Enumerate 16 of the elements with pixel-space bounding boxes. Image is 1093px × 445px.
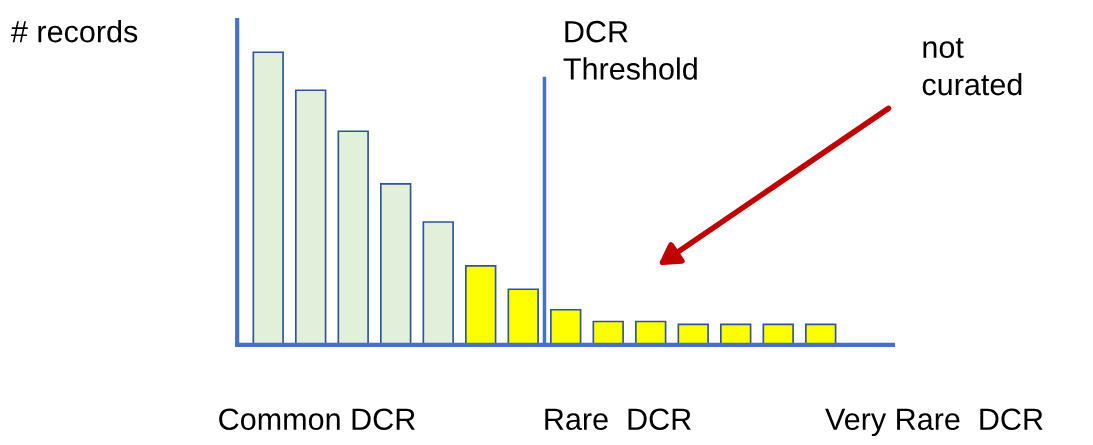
bar	[592, 320, 624, 345]
text: not curated	[922, 37, 1022, 96]
text: Rare DCR	[545, 408, 691, 431]
bar	[294, 89, 327, 345]
text: Common DCR	[219, 408, 415, 431]
annotation: DCR Threshold	[563, 20, 697, 80]
text: Very Rare DCR	[825, 408, 1043, 437]
y-axis-title: # records	[11, 20, 138, 43]
bar	[422, 221, 454, 345]
bar	[550, 308, 582, 345]
bar	[635, 320, 667, 345]
bar	[465, 265, 497, 345]
bar	[337, 130, 369, 345]
bar	[380, 183, 412, 345]
bar	[252, 51, 284, 345]
bar	[507, 288, 539, 345]
